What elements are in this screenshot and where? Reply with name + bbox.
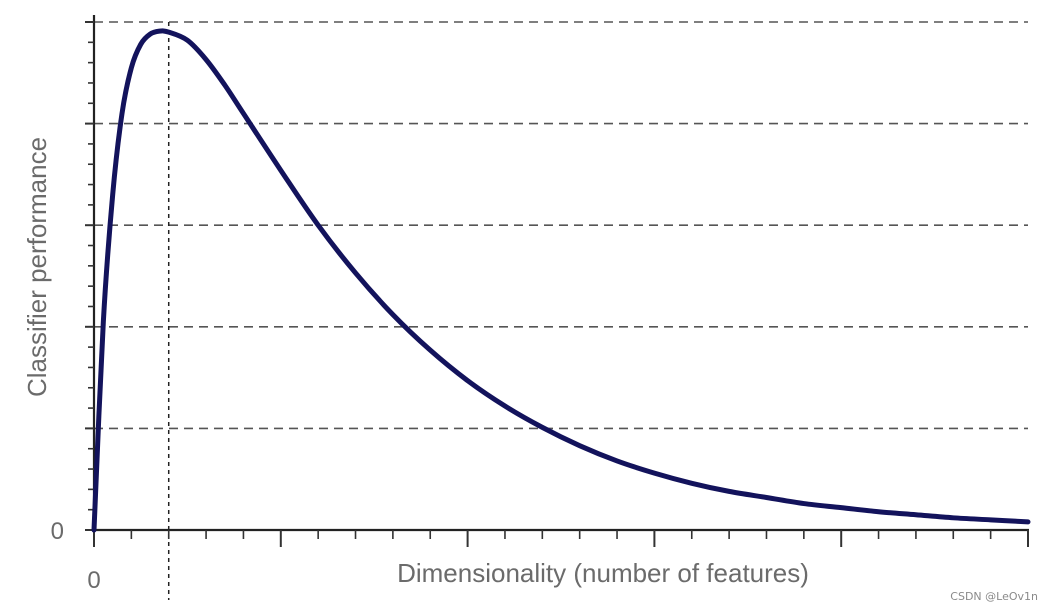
watermark: CSDN @LeOv1n [950,590,1038,603]
x-axis-title: Dimensionality (number of features) [397,558,809,588]
series-line-0 [91,28,1031,533]
y-axis-title: Classifier performance [22,137,52,397]
series-layer [91,28,1031,533]
axes [85,15,1029,547]
gridlines [94,21,1028,430]
x-tick-label: 0 [87,567,100,594]
y-tick-label: 0 [51,518,64,545]
labels: 00 Dimensionality (number of features) Cla… [22,137,809,594]
